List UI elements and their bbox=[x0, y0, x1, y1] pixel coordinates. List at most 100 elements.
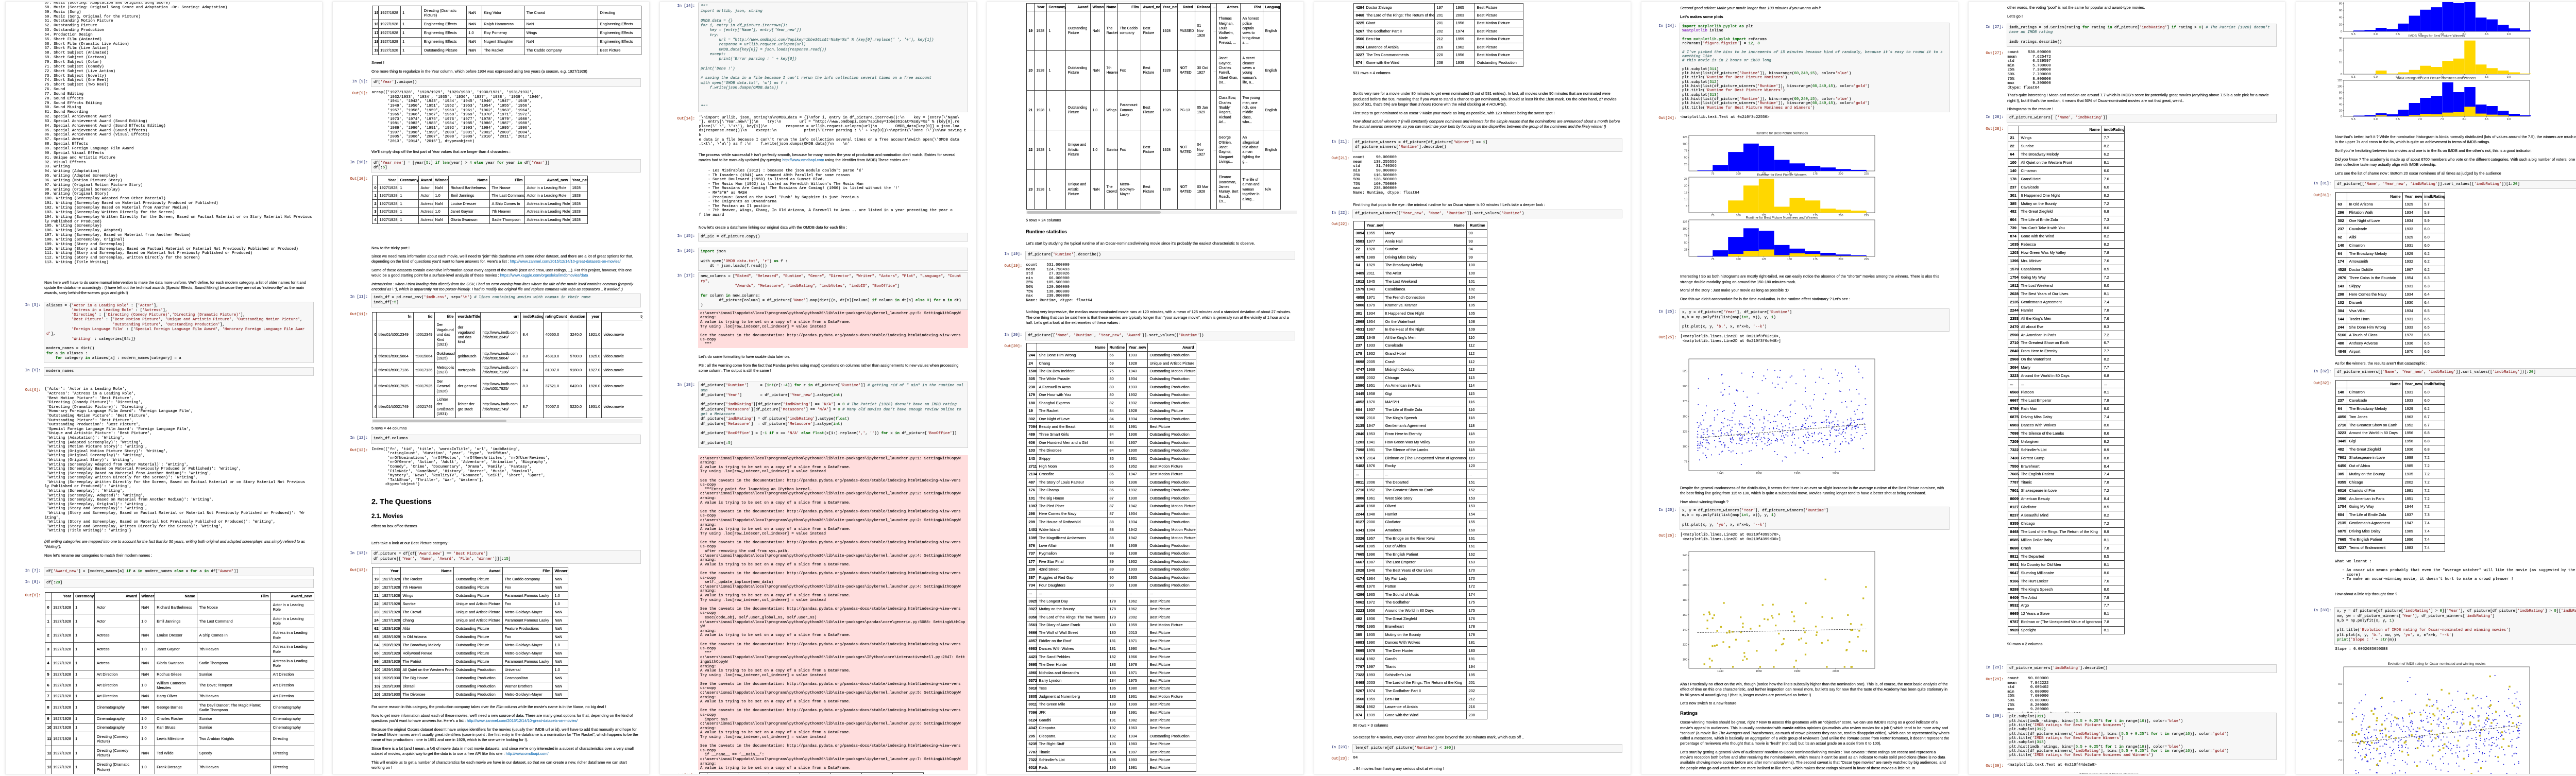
svg-text:Runtime for Best Picture Winne: Runtime for Best Picture Winners bbox=[1757, 174, 1807, 177]
svg-text:20: 20 bbox=[2339, 49, 2342, 52]
svg-text:8.0: 8.0 bbox=[2338, 721, 2342, 724]
svg-text:1980: 1980 bbox=[1794, 472, 1800, 475]
svg-text:IMDB ratings for Best Picture: IMDB ratings for Best Picture Winners bbox=[2409, 35, 2465, 38]
svg-text:100: 100 bbox=[1736, 173, 1740, 176]
svg-text:60: 60 bbox=[2339, 9, 2342, 12]
svg-text:Runtime for Best Picture Nomin: Runtime for Best Picture Nominees and Wi… bbox=[1746, 216, 1819, 220]
svg-text:160: 160 bbox=[1683, 614, 1687, 617]
svg-text:9.0: 9.0 bbox=[2338, 683, 2342, 686]
svg-text:40: 40 bbox=[2339, 16, 2342, 20]
svg-text:0: 0 bbox=[2341, 73, 2342, 76]
svg-text:150: 150 bbox=[1787, 258, 1792, 261]
svg-text:2000: 2000 bbox=[1833, 472, 1839, 475]
svg-text:1980: 1980 bbox=[1794, 670, 1800, 673]
svg-text:200: 200 bbox=[1838, 173, 1843, 176]
svg-text:125: 125 bbox=[1683, 221, 1687, 224]
svg-text:6.0: 6.0 bbox=[2374, 33, 2378, 36]
svg-text:175: 175 bbox=[1813, 258, 1818, 261]
svg-text:6.5: 6.5 bbox=[2396, 33, 2400, 36]
svg-text:200: 200 bbox=[1838, 258, 1843, 261]
svg-text:6.5: 6.5 bbox=[2396, 118, 2400, 121]
svg-text:125: 125 bbox=[1761, 173, 1766, 176]
svg-text:75: 75 bbox=[1684, 460, 1687, 463]
svg-text:5: 5 bbox=[1686, 205, 1687, 208]
svg-text:175: 175 bbox=[1813, 173, 1818, 176]
svg-text:25: 25 bbox=[1684, 178, 1687, 181]
svg-text:7.5: 7.5 bbox=[2440, 33, 2444, 36]
svg-text:8.0: 8.0 bbox=[2463, 118, 2467, 121]
svg-text:125: 125 bbox=[1683, 136, 1687, 140]
svg-text:200: 200 bbox=[1838, 214, 1843, 217]
svg-text:8.5: 8.5 bbox=[2485, 118, 2489, 121]
svg-text:1960: 1960 bbox=[1756, 472, 1762, 475]
svg-text:150: 150 bbox=[1787, 173, 1792, 176]
svg-text:6.5: 6.5 bbox=[2396, 76, 2400, 79]
svg-text:100: 100 bbox=[1683, 445, 1687, 449]
svg-text:IMDB ratings for Best Picture: IMDB ratings for Best Picture Nominees a… bbox=[2397, 77, 2477, 80]
svg-text:2000: 2000 bbox=[1833, 670, 1839, 673]
svg-text:50: 50 bbox=[1684, 242, 1687, 245]
svg-text:7.5: 7.5 bbox=[2338, 740, 2342, 743]
svg-text:7.0: 7.0 bbox=[2418, 76, 2422, 79]
svg-text:225: 225 bbox=[1683, 370, 1687, 373]
svg-text:1940: 1940 bbox=[1717, 670, 1723, 673]
svg-text:100: 100 bbox=[1736, 258, 1740, 261]
svg-text:225: 225 bbox=[1864, 258, 1869, 261]
svg-text:120: 120 bbox=[1683, 644, 1687, 647]
svg-text:180: 180 bbox=[1683, 599, 1687, 602]
svg-text:20: 20 bbox=[1684, 185, 1687, 188]
svg-text:9.0: 9.0 bbox=[2507, 118, 2511, 121]
svg-text:10: 10 bbox=[1684, 198, 1687, 201]
svg-text:6.0: 6.0 bbox=[2374, 76, 2378, 79]
svg-text:9.0: 9.0 bbox=[2507, 76, 2511, 79]
svg-text:7.0: 7.0 bbox=[2338, 759, 2342, 762]
svg-text:Runtime for Best Picture Nomin: Runtime for Best Picture Nominees bbox=[1756, 132, 1808, 135]
svg-text:175: 175 bbox=[1813, 214, 1818, 217]
svg-text:8.5: 8.5 bbox=[2338, 702, 2342, 705]
svg-text:60: 60 bbox=[2339, 97, 2342, 100]
svg-text:7.5: 7.5 bbox=[2440, 118, 2444, 121]
svg-text:80: 80 bbox=[2339, 91, 2342, 94]
svg-text:120: 120 bbox=[2337, 79, 2342, 82]
svg-text:5.5: 5.5 bbox=[2351, 118, 2355, 121]
svg-text:25: 25 bbox=[1684, 249, 1687, 252]
svg-text:0: 0 bbox=[2341, 115, 2342, 118]
svg-text:220: 220 bbox=[1683, 569, 1687, 572]
svg-text:20: 20 bbox=[2339, 109, 2342, 112]
svg-text:0: 0 bbox=[2341, 30, 2342, 33]
svg-text:Evolution of IMDB rating for O: Evolution of IMDB rating for Oscar-nomin… bbox=[2387, 662, 2486, 666]
svg-text:20: 20 bbox=[2339, 23, 2342, 26]
svg-text:5.5: 5.5 bbox=[2351, 33, 2355, 36]
svg-text:50: 50 bbox=[1684, 157, 1687, 160]
svg-text:100: 100 bbox=[2337, 85, 2342, 89]
svg-text:75: 75 bbox=[1684, 235, 1687, 238]
svg-text:40: 40 bbox=[2339, 104, 2342, 107]
svg-text:1940: 1940 bbox=[1717, 472, 1723, 475]
svg-text:125: 125 bbox=[1761, 214, 1766, 217]
svg-text:75: 75 bbox=[1711, 173, 1714, 176]
svg-text:8.0: 8.0 bbox=[2463, 33, 2467, 36]
svg-text:75: 75 bbox=[1711, 258, 1714, 261]
svg-text:125: 125 bbox=[1683, 430, 1687, 433]
svg-text:150: 150 bbox=[1683, 415, 1687, 418]
svg-text:100: 100 bbox=[1736, 214, 1740, 217]
svg-text:15: 15 bbox=[1684, 192, 1687, 195]
svg-text:8.5: 8.5 bbox=[2485, 33, 2489, 36]
svg-text:75: 75 bbox=[1684, 150, 1687, 153]
svg-text:240: 240 bbox=[1683, 554, 1687, 557]
svg-text:100: 100 bbox=[1683, 143, 1687, 146]
svg-text:200: 200 bbox=[1683, 385, 1687, 388]
svg-text:6.0: 6.0 bbox=[2374, 118, 2378, 121]
svg-text:8.0: 8.0 bbox=[2463, 76, 2467, 79]
svg-text:8.5: 8.5 bbox=[2485, 76, 2489, 79]
svg-text:75: 75 bbox=[1711, 214, 1714, 217]
svg-text:225: 225 bbox=[1864, 214, 1869, 217]
svg-text:100: 100 bbox=[1683, 228, 1687, 231]
svg-text:150: 150 bbox=[1787, 214, 1792, 217]
svg-text:9.0: 9.0 bbox=[2507, 33, 2511, 36]
svg-text:7.5: 7.5 bbox=[2440, 76, 2444, 79]
svg-text:80: 80 bbox=[2339, 2, 2342, 5]
svg-text:25: 25 bbox=[1684, 163, 1687, 166]
svg-text:30: 30 bbox=[2339, 37, 2342, 40]
svg-text:IMDB ratings for Best Picture: IMDB ratings for Best Picture Nominees bbox=[2079, 773, 2139, 774]
